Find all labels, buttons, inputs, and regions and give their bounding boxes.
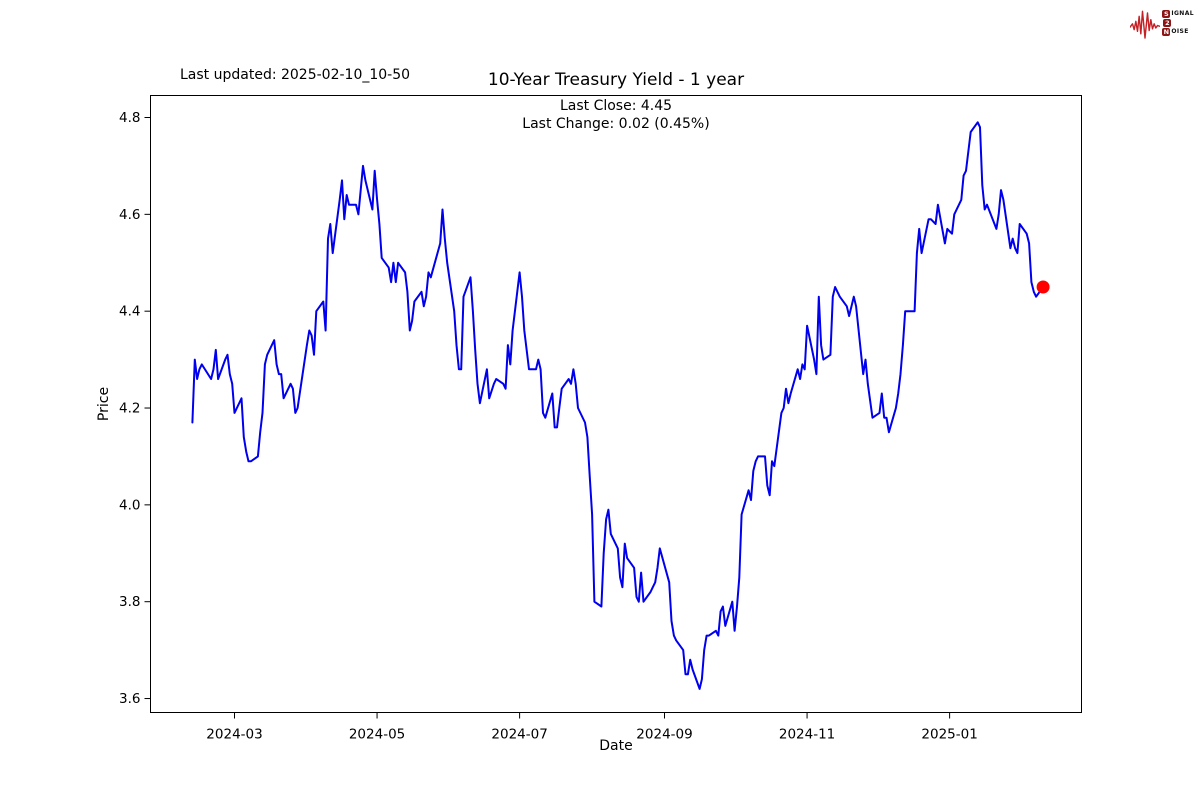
last-close-text: Last Close: 4.45 <box>559 98 673 114</box>
plot-border <box>150 95 1082 713</box>
logo-text-ignal: IGNAL <box>1171 10 1194 17</box>
waveform-path <box>1130 10 1161 39</box>
logo-badge-2: 2 <box>1163 19 1172 27</box>
yield-line <box>191 121 1045 690</box>
y-tick-label: 3.6 <box>119 691 140 707</box>
signal2noise-logo: S IGNAL 2 N OISE <box>1130 4 1194 42</box>
y-tick-label: 4.8 <box>119 110 140 126</box>
last-price-marker <box>1036 280 1050 294</box>
last-change-text: Last Change: 0.02 (0.45%) <box>522 116 710 132</box>
logo-line-signal: S IGNAL <box>1162 10 1194 18</box>
last-updated-text: Last updated: 2025-02-10_10-50 <box>180 67 411 83</box>
x-tick-label: 2025-01 <box>921 727 977 743</box>
logo-text-oise: OISE <box>1171 28 1189 35</box>
logo-text: S IGNAL 2 N OISE <box>1162 10 1194 36</box>
y-tick-label: 3.8 <box>119 594 140 610</box>
chart-title: 10-Year Treasury Yield - 1 year <box>487 70 745 90</box>
x-axis-label: Date <box>599 738 633 754</box>
logo-line-2: 2 <box>1162 19 1194 27</box>
x-tick-label: 2024-03 <box>206 727 262 743</box>
logo-line-noise: N OISE <box>1162 28 1194 36</box>
y-tick-label: 4.6 <box>119 207 140 223</box>
y-tick-label: 4.2 <box>119 401 140 417</box>
x-tick-label: 2024-07 <box>491 727 547 743</box>
x-tick-label: 2024-09 <box>636 727 692 743</box>
logo-badge-n: N <box>1162 28 1171 36</box>
waveform-icon <box>1130 10 1161 39</box>
x-tick-label: 2024-11 <box>779 727 835 743</box>
y-tick-label: 4.4 <box>119 304 140 320</box>
logo-badge-s: S <box>1162 10 1171 18</box>
y-tick-label: 4.0 <box>119 497 140 513</box>
x-tick-label: 2024-05 <box>349 727 405 743</box>
